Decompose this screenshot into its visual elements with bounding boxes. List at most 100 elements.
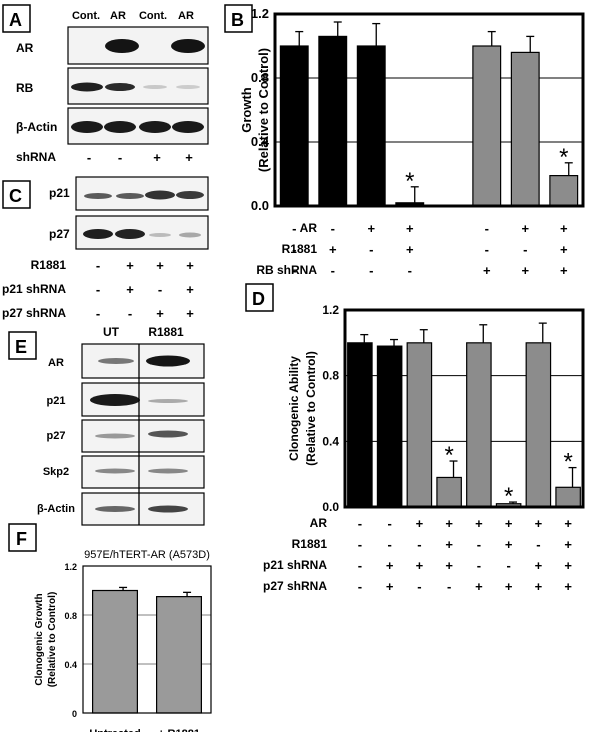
condition-sign: + bbox=[521, 221, 529, 236]
y-axis-label: Growth bbox=[239, 87, 254, 133]
blot-a-col-label: AR bbox=[178, 10, 194, 22]
blot-band bbox=[145, 190, 175, 200]
condition-sign: + bbox=[126, 258, 134, 273]
plot-frame bbox=[343, 308, 585, 509]
y-tick-label: 0.8 bbox=[64, 611, 77, 621]
condition-sign: + bbox=[535, 579, 543, 594]
condition-label: AR bbox=[310, 516, 328, 530]
blot-a-sign: - bbox=[118, 150, 122, 165]
blot-e-col-label: R1881 bbox=[148, 325, 184, 339]
y-tick-label: 0.8 bbox=[251, 70, 269, 85]
condition-sign: + bbox=[416, 558, 424, 573]
y-axis-label: (Relative to Control) bbox=[304, 351, 318, 466]
blot-a-col-label: Cont. bbox=[139, 10, 167, 22]
condition-sign: + bbox=[445, 537, 453, 552]
bar bbox=[555, 486, 581, 508]
blot-e-col-label: UT bbox=[103, 325, 120, 339]
blot-band bbox=[171, 39, 205, 53]
condition-sign: + bbox=[564, 558, 572, 573]
chart-d: 0.0 0.4 0.8 1.2 * * * Clonogenic Ability (Relati… bbox=[263, 303, 585, 594]
panel-letter-f: F bbox=[16, 529, 27, 549]
chart-title: 957E/hTERT-AR (A573D) bbox=[84, 549, 210, 561]
significance-marker: * bbox=[444, 442, 453, 469]
blot-a-sign: - bbox=[87, 150, 91, 165]
bar bbox=[91, 589, 138, 714]
blot-band bbox=[172, 121, 204, 133]
condition-sign: + bbox=[564, 537, 572, 552]
condition-sign: + bbox=[564, 516, 572, 531]
significance-marker: * bbox=[563, 449, 572, 476]
y-tick-label: 0.8 bbox=[322, 369, 339, 383]
condition-label: RB shRNA bbox=[256, 263, 317, 277]
condition-sign: + bbox=[156, 258, 164, 273]
blot-e-row-label: Skp2 bbox=[43, 466, 69, 478]
panel-a-blot: Cont. AR Cont. AR AR RB β-Actin shRNA - … bbox=[16, 10, 209, 165]
condition-sign: - bbox=[477, 537, 481, 552]
condition-sign: - bbox=[369, 242, 373, 257]
bar bbox=[436, 476, 462, 508]
y-tick-label: 0 bbox=[72, 709, 77, 719]
y-axis-label: Clonogenic Growth bbox=[34, 593, 45, 685]
blot-c-row-label: p21 bbox=[49, 186, 70, 200]
condition-label: R1881 bbox=[292, 537, 328, 551]
bar bbox=[356, 45, 386, 207]
blot-band bbox=[95, 433, 135, 439]
bar bbox=[347, 342, 373, 508]
blot-band bbox=[71, 82, 103, 92]
blot-band bbox=[90, 394, 140, 406]
blot-band bbox=[95, 506, 135, 512]
condition-sign: - bbox=[387, 537, 391, 552]
blot-band bbox=[84, 193, 112, 199]
condition-sign: + bbox=[329, 242, 337, 257]
condition-sign: - bbox=[417, 579, 421, 594]
panel-letters: A B C D E F bbox=[2, 4, 274, 552]
condition-sign: + bbox=[406, 221, 414, 236]
blot-a-shrna-label: shRNA bbox=[16, 150, 56, 164]
y-tick-label: 0.0 bbox=[322, 500, 339, 514]
blot-band bbox=[139, 121, 171, 133]
condition-sign: + bbox=[475, 516, 483, 531]
condition-sign: + bbox=[156, 306, 164, 321]
panel-letter-d: D bbox=[252, 289, 265, 309]
condition-sign: - bbox=[523, 242, 527, 257]
panel-letter-a: A bbox=[9, 10, 22, 30]
bar bbox=[525, 342, 552, 508]
panel-letter-b: B bbox=[231, 10, 244, 30]
condition-sign: - bbox=[417, 537, 421, 552]
blot-a-row-label: AR bbox=[16, 41, 34, 55]
condition-label: p21 shRNA bbox=[263, 558, 327, 572]
blot-band bbox=[115, 229, 145, 239]
condition-sign: - bbox=[358, 579, 362, 594]
y-tick-label: 0.4 bbox=[251, 134, 270, 149]
y-tick-label: 0.4 bbox=[64, 660, 77, 670]
blot-band bbox=[105, 39, 139, 53]
blot-a-sign: + bbox=[185, 150, 193, 165]
condition-sign: - bbox=[536, 537, 540, 552]
blot-band bbox=[143, 85, 167, 89]
blot-a-sign: + bbox=[153, 150, 161, 165]
condition-sign: + bbox=[560, 221, 568, 236]
condition-sign: - bbox=[96, 282, 100, 297]
blot-band bbox=[116, 193, 144, 199]
condition-sign: + bbox=[560, 263, 568, 278]
significance-marker: * bbox=[405, 168, 414, 195]
blot-band bbox=[148, 468, 188, 474]
condition-label: AR bbox=[300, 221, 318, 235]
condition-sign: + bbox=[535, 558, 543, 573]
bar bbox=[156, 596, 203, 714]
bar bbox=[406, 342, 433, 508]
condition-sign: + bbox=[186, 258, 194, 273]
y-tick-label: 1.2 bbox=[322, 303, 339, 317]
blot-c-row-label: p27 bbox=[49, 227, 70, 241]
condition-sign: + bbox=[126, 282, 134, 297]
y-tick-label: 0.4 bbox=[322, 434, 339, 448]
blot-band bbox=[95, 468, 135, 474]
blot-a-row-label: β-Actin bbox=[16, 120, 57, 134]
condition-sign: - bbox=[506, 558, 510, 573]
condition-sign: + bbox=[186, 282, 194, 297]
condition-sign: - bbox=[485, 242, 489, 257]
blot-e-row-label: p27 bbox=[47, 430, 66, 442]
blot-e-row-label: p21 bbox=[47, 395, 66, 407]
plot-frame bbox=[273, 12, 585, 208]
chart-b: 0.0 0.4 0.8 1.2 * * Growth (Relative to Control… bbox=[239, 6, 585, 278]
